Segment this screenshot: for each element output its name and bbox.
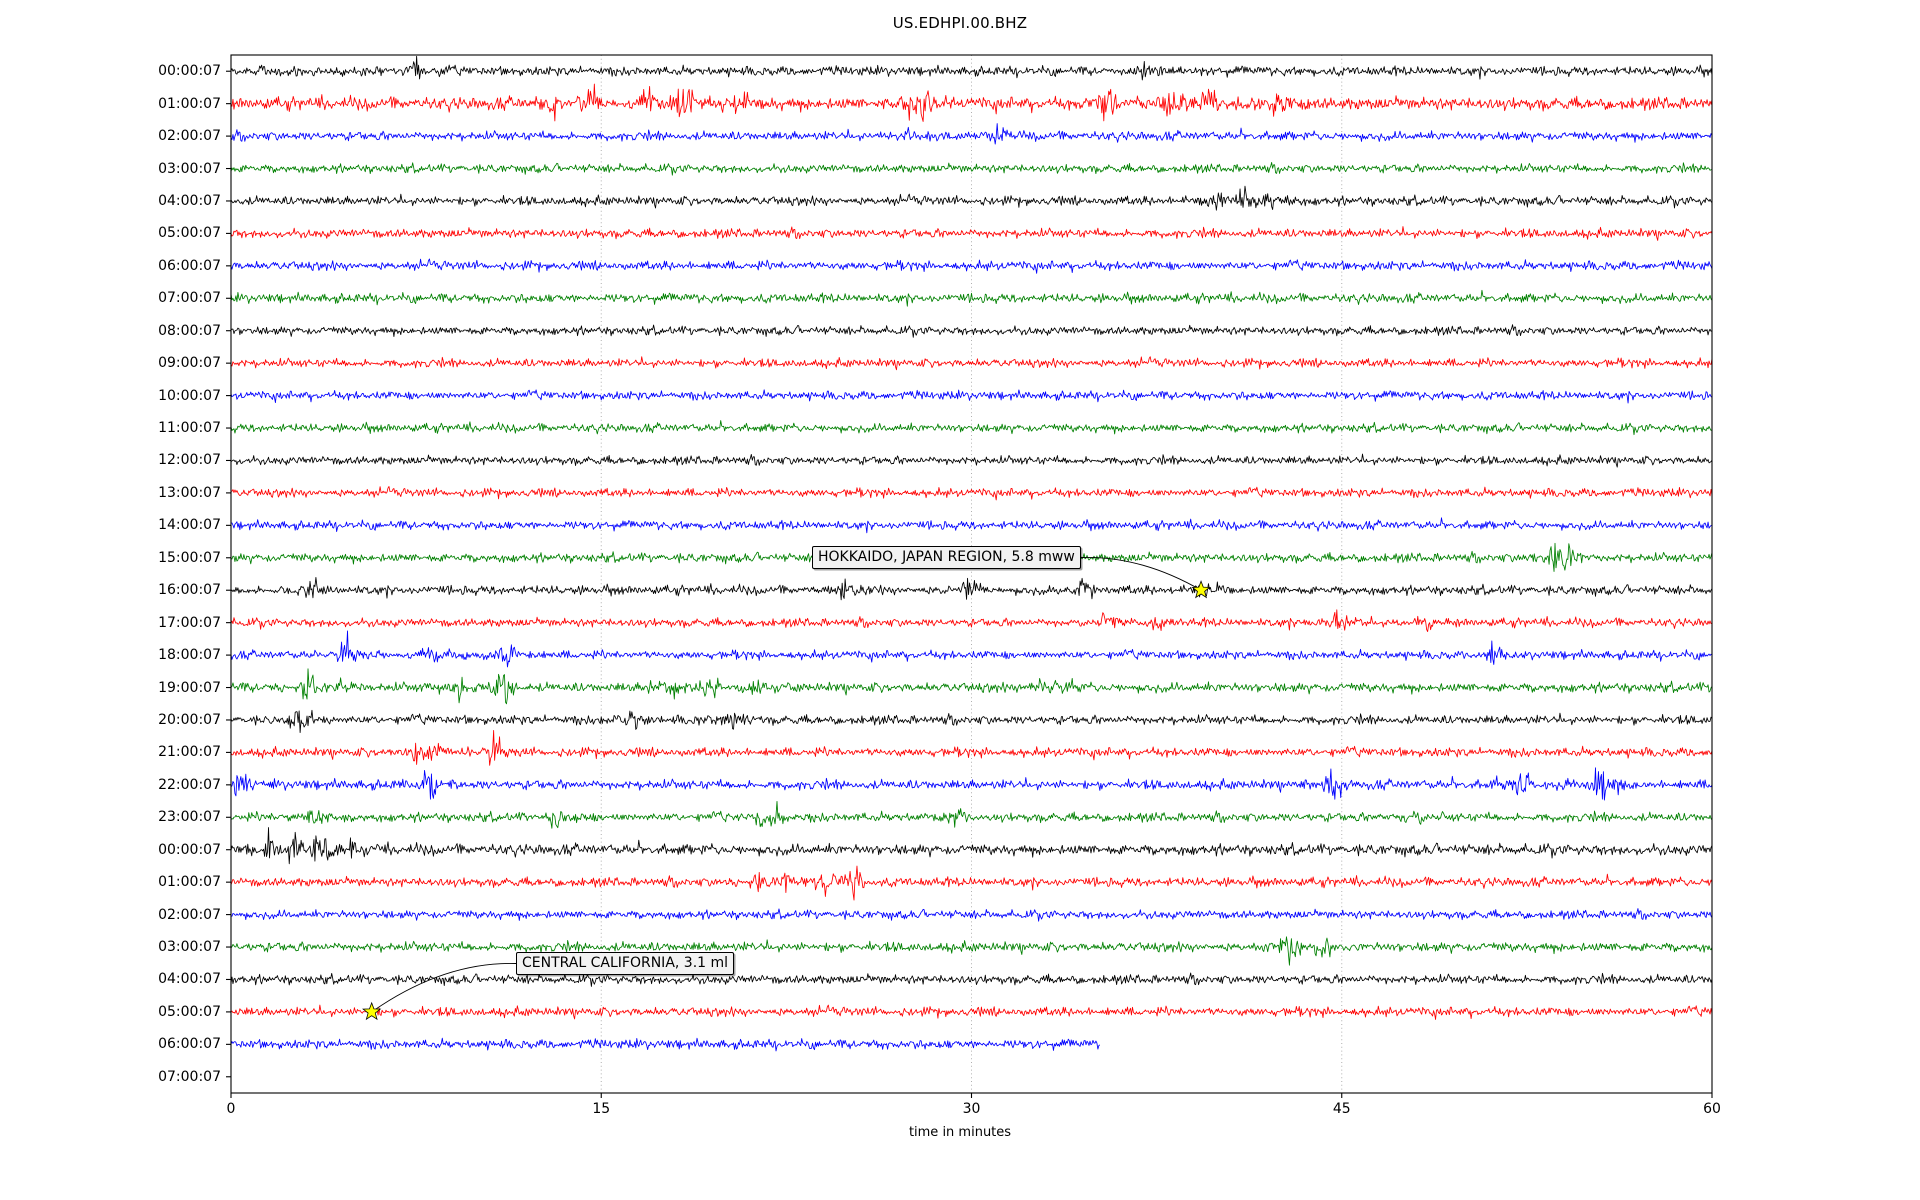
- y-tick-label-hour: 21:00:07: [158, 744, 221, 761]
- y-tick-label-hour: 19:00:07: [158, 679, 221, 696]
- x-tick-label: 30: [962, 1101, 981, 1117]
- event-annotation-1[interactable]: HOKKAIDO, JAPAN REGION, 5.8 mww: [812, 546, 1081, 570]
- y-tick-label-hour: 09:00:07: [158, 355, 221, 372]
- y-tick-label-hour: 03:00:07: [158, 160, 221, 177]
- y-tick-label-hour: 13:00:07: [158, 484, 221, 501]
- y-tick-label-hour: 04:00:07: [158, 192, 221, 209]
- y-tick-label-hour: 22:00:07: [158, 776, 221, 793]
- x-axis-title: time in minutes: [908, 1125, 1012, 1140]
- y-tick-label-hour: 00:00:07: [158, 841, 221, 858]
- y-tick-label-hour: 07:00:07: [158, 290, 221, 307]
- waveform-traces: [230, 55, 1713, 1052]
- y-tick-label-hour: 15:00:07: [158, 549, 221, 566]
- y-tick-label-hour: 00:00:07: [158, 63, 221, 80]
- y-tick-label-hour: 03:00:07: [158, 939, 221, 956]
- annotation-leader-lines: [371, 556, 1202, 1013]
- y-tick-label-hour: 07:00:07: [158, 1068, 221, 1085]
- y-tick-label-hour: 11:00:07: [158, 420, 221, 437]
- y-tick-label-hour: 17:00:07: [158, 614, 221, 631]
- event-star-markers: [362, 580, 1211, 1021]
- event-annotation-2[interactable]: CENTRAL CALIFORNIA, 3.1 ml: [516, 952, 735, 976]
- y-tick-label-hour: 01:00:07: [158, 95, 221, 112]
- grid-lines: [600, 55, 1343, 1093]
- y-tick-label-hour: 18:00:07: [158, 647, 221, 664]
- y-tick-label-hour: 06:00:07: [158, 257, 221, 274]
- y-tick-label-hour: 23:00:07: [158, 809, 221, 826]
- x-tick-label: 15: [592, 1101, 611, 1117]
- y-tick-label-hour: 14:00:07: [158, 517, 221, 534]
- y-tick-label-hour: 10:00:07: [158, 387, 221, 404]
- y-tick-label-hour: 02:00:07: [158, 128, 221, 145]
- y-tick-label-hour: 05:00:07: [158, 1003, 221, 1020]
- y-tick-label-hour: 02:00:07: [158, 906, 221, 923]
- y-tick-label-hour: 16:00:07: [158, 582, 221, 599]
- y-tick-label-hour: 08:00:07: [158, 322, 221, 339]
- y-tick-label-hour: 01:00:07: [158, 874, 221, 891]
- y-tick-label-hour: 06:00:07: [158, 1036, 221, 1053]
- plot-title: US.EDHPI.00.BHZ: [892, 14, 1028, 32]
- x-tick-label: 0: [226, 1101, 236, 1117]
- y-tick-label-hour: 05:00:07: [158, 225, 221, 242]
- y-tick-label-hour: 20:00:07: [158, 711, 221, 728]
- x-tick-label: 60: [1703, 1101, 1721, 1117]
- y-tick-label-hour: 04:00:07: [158, 971, 221, 988]
- x-tick-label: 45: [1332, 1101, 1351, 1117]
- axis-tick-marks: [226, 70, 1713, 1098]
- y-tick-label-hour: 12:00:07: [158, 452, 221, 469]
